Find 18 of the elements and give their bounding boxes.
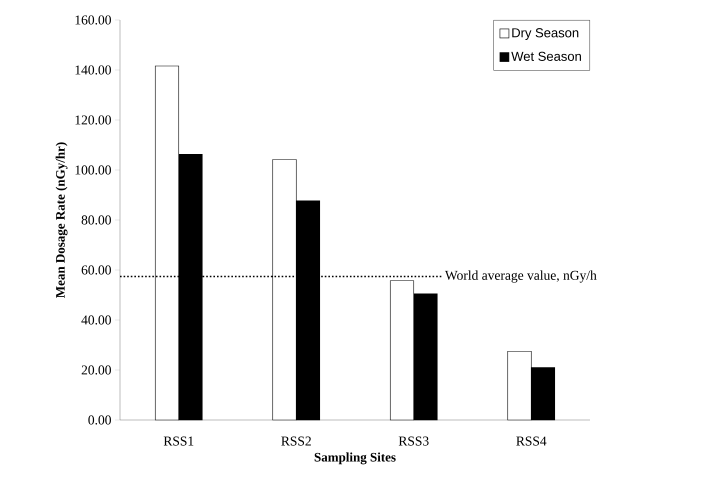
legend-label: Wet Season <box>511 52 581 61</box>
x-tick-label: RSS3 <box>398 436 429 446</box>
y-tick-label: 40.00 <box>81 315 111 325</box>
legend-label: Dry Season <box>512 28 578 40</box>
y-tick-label: 100.00 <box>76 165 111 175</box>
y-tick-label: 60.00 <box>82 265 111 275</box>
y-tick-label: 80.00 <box>82 215 111 225</box>
y-tick-label: 160.00 <box>76 15 111 25</box>
x-tick-label: RSS1 <box>164 436 194 446</box>
y-tick-label: 140.00 <box>76 65 111 75</box>
ref-line-label: World average value, nGy/h <box>444 270 597 283</box>
x-tick-label: RSS4 <box>516 436 546 446</box>
y-tick-label: 0.00 <box>88 415 111 425</box>
y-axis-title: Mean Dosage Rate (nGy/hr) <box>56 142 68 298</box>
x-tick-label: RSS2 <box>281 436 311 446</box>
x-axis-title: Sampling Sites <box>314 452 396 464</box>
y-tick-label: 20.00 <box>82 365 111 375</box>
y-tick-label: 120.00 <box>76 115 111 125</box>
